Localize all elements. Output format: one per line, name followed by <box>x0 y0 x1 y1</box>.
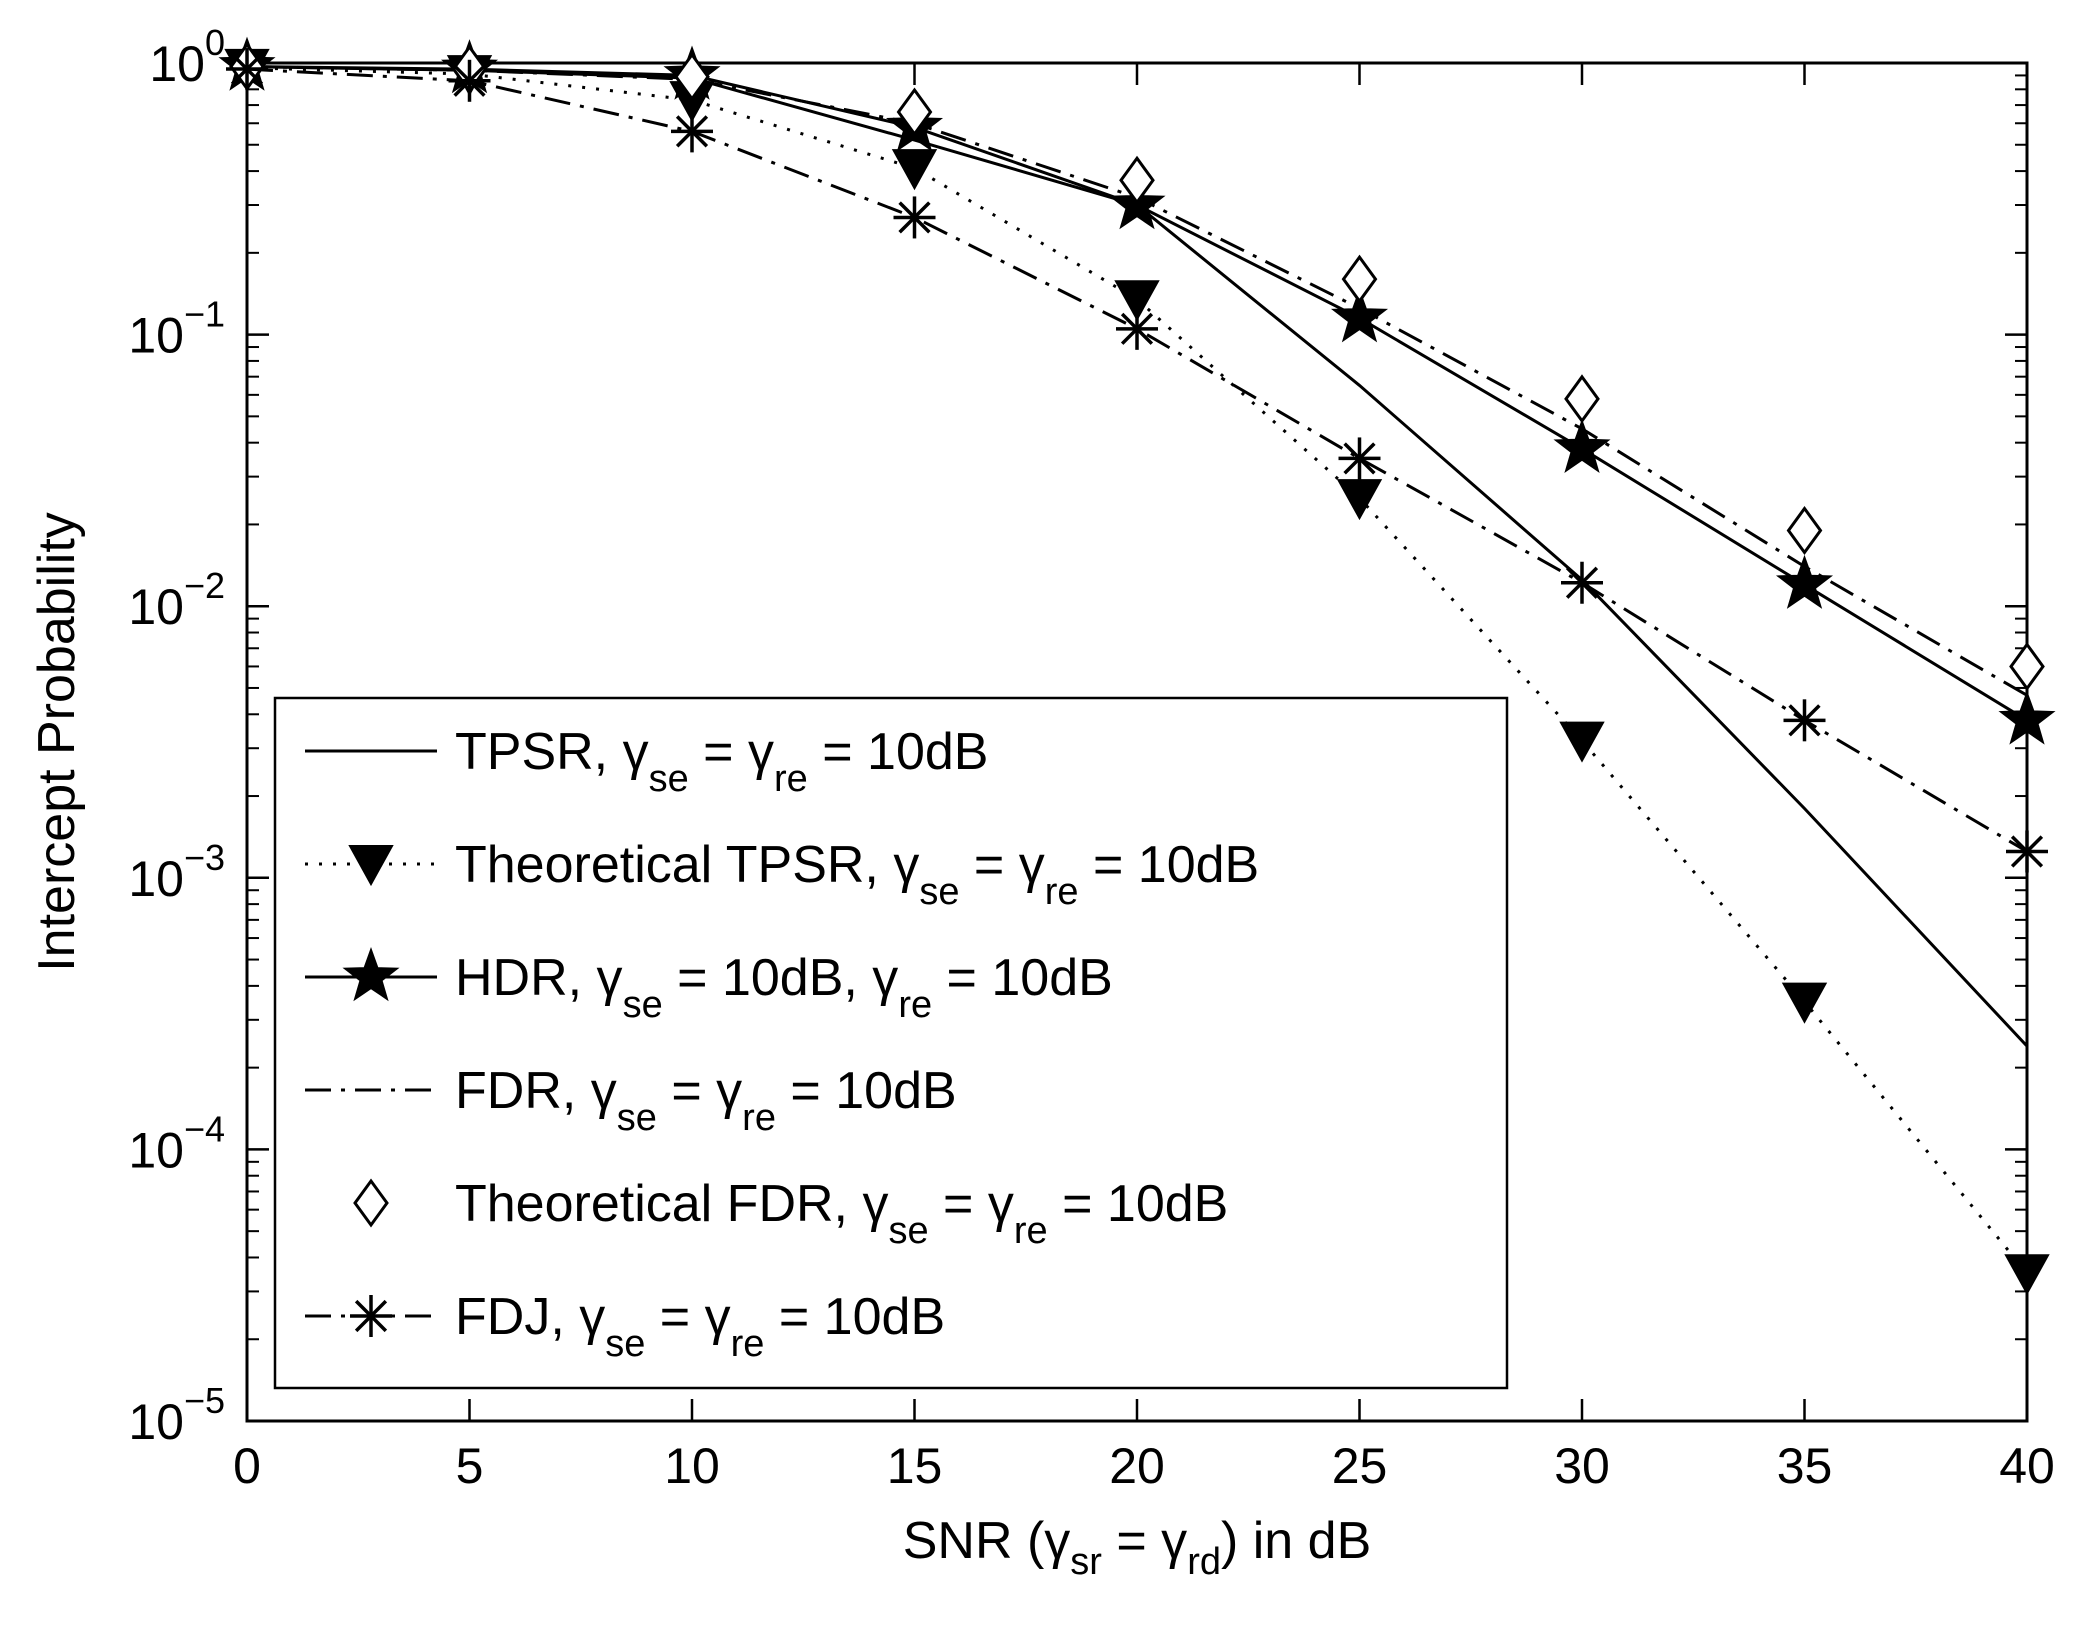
x-axis-label-middle: = γ <box>1102 1512 1187 1570</box>
x-axis-label-suffix: ) in dB <box>1221 1512 1371 1570</box>
triangle-marker <box>891 149 938 191</box>
diamond-marker <box>1564 374 1600 424</box>
legend-item-4: Theoretical FDR, γse = γre = 10dB <box>353 1175 1228 1252</box>
legend-item-1: Theoretical TPSR, γse = γre = 10dB <box>305 836 1259 913</box>
asterisk-marker <box>1783 699 1826 742</box>
diamond-marker <box>1119 155 1155 205</box>
y-tick-label: 10−1 <box>128 294 225 364</box>
axis-ticks: 0 5 10 15 20 25 30 35 40 100 10−1 10−2 10−3 10−4 10−5 <box>128 22 2054 1494</box>
legend-label: FDJ, γse = γre = 10dB <box>455 1288 945 1365</box>
legend-label: FDR, γse = γre = 10dB <box>455 1062 957 1139</box>
asterisk-marker <box>448 59 491 102</box>
x-tick-label: 40 <box>1999 1438 2055 1494</box>
diamond-marker <box>2009 641 2045 692</box>
diamond-marker <box>1786 505 1823 556</box>
x-axis-label-sub-sr: sr <box>1070 1541 1102 1583</box>
legend-item-2: HDR, γse = 10dB, γre = 10dB <box>305 947 1113 1026</box>
x-tick-label: 20 <box>1109 1438 1165 1494</box>
diamond-marker <box>896 87 933 137</box>
star-marker <box>342 947 400 1002</box>
series-group <box>218 36 2056 1296</box>
series-line <box>246 66 2029 1275</box>
x-tick-label: 25 <box>1332 1438 1388 1494</box>
legend-box <box>273 696 1509 1390</box>
series-4 <box>229 42 2045 692</box>
asterisk-marker <box>1561 561 1603 604</box>
star-marker <box>1330 288 1389 343</box>
legend-label: HDR, γse = 10dB, γre = 10dB <box>455 949 1113 1026</box>
asterisk-marker <box>2006 830 2048 873</box>
x-tick-label: 35 <box>1777 1438 1833 1494</box>
asterisk-marker <box>1338 437 1381 480</box>
y-tick-label: 10−5 <box>128 1380 225 1450</box>
series-5 <box>226 48 2048 873</box>
y-tick-label: 10−2 <box>128 565 225 635</box>
asterisk-marker <box>671 110 713 153</box>
asterisk-marker <box>1116 307 1158 350</box>
diamond-marker <box>353 1178 389 1228</box>
y-tick-label: 10−3 <box>128 837 225 907</box>
x-tick-label: 10 <box>664 1438 720 1494</box>
asterisk-marker <box>893 196 936 239</box>
legend-item-5: FDJ, γse = γre = 10dB <box>305 1288 945 1365</box>
triangle-marker <box>1559 721 1605 763</box>
diamond-marker <box>1341 254 1378 304</box>
y-axis-label: Intercept Probability <box>28 512 86 972</box>
star-marker <box>1775 554 1834 609</box>
y-tick-label: 100 <box>149 22 225 92</box>
series-2 <box>218 36 2056 745</box>
triangle-marker <box>1781 982 1828 1024</box>
diamond-marker <box>674 52 710 102</box>
legend-label: Theoretical TPSR, γse = γre = 10dB <box>455 836 1259 913</box>
asterisk-marker <box>350 1295 392 1337</box>
legend-item-3: FDR, γse = γre = 10dB <box>305 1062 957 1139</box>
legend-label: TPSR, γse = γre = 10dB <box>455 723 989 800</box>
star-marker <box>1998 690 2056 745</box>
asterisk-marker <box>226 48 268 91</box>
x-axis-label-sub-rd: rd <box>1187 1541 1221 1583</box>
triangle-marker <box>1114 280 1160 322</box>
triangle-marker <box>2004 1254 2050 1296</box>
x-tick-label: 0 <box>233 1438 261 1494</box>
x-tick-label: 30 <box>1554 1438 1610 1494</box>
triangle-marker <box>1336 479 1383 521</box>
legend-label: Theoretical FDR, γse = γre = 10dB <box>455 1175 1228 1252</box>
x-tick-label: 5 <box>456 1438 484 1494</box>
star-marker <box>1553 418 1611 474</box>
x-axis-label-prefix: SNR (γ <box>903 1512 1071 1570</box>
x-tick-label: 15 <box>887 1438 943 1494</box>
y-tick-label: 10−4 <box>128 1108 225 1178</box>
legend: TPSR, γse = γre = 10dB Theoretical TPSR, … <box>273 696 1509 1390</box>
x-axis-label: SNR (γsr = γrd) in dB <box>903 1512 1372 1583</box>
triangle-marker <box>348 845 394 887</box>
legend-item-0: TPSR, γse = γre = 10dB <box>305 723 989 800</box>
